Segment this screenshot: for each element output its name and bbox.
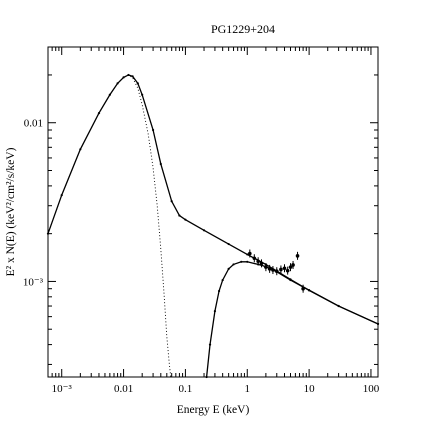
series-1-point-11: [151, 128, 155, 132]
series-3-point-8: [246, 260, 249, 263]
x-tick-label-2: 0.1: [179, 383, 193, 395]
data-point-2: [256, 259, 260, 264]
data-point-4: [264, 265, 268, 269]
series-1-line: [47, 74, 379, 325]
series-1-point-8: [131, 75, 134, 78]
series-1-point-18: [246, 253, 249, 256]
series-1-point-4: [108, 93, 111, 96]
series-1-point-9: [136, 82, 139, 85]
data-point-13: [295, 254, 300, 258]
chart-title: PG1229+204: [211, 22, 275, 36]
x-tick-label-3: 1: [245, 383, 251, 395]
series-3-point-14: [337, 304, 340, 308]
data-point-10: [285, 268, 290, 273]
data-point-6: [271, 268, 275, 272]
series-3-point-2: [213, 310, 217, 313]
series-1-point-16: [202, 229, 206, 232]
x-axis-label: Energy E (keV): [177, 404, 250, 416]
data-point-8: [279, 267, 283, 272]
data-point-11: [288, 265, 293, 269]
series-3-point-7: [240, 260, 243, 263]
series-1-point-15: [184, 218, 187, 221]
data-point-14: [301, 286, 305, 291]
series-3-point-3: [217, 289, 221, 293]
data-point-1: [252, 256, 257, 261]
data-point-5: [267, 267, 272, 271]
x-tick-label-0: 10⁻³: [52, 383, 73, 395]
series-1-point-6: [122, 76, 125, 79]
y-tick-label-1: 0.01: [24, 118, 43, 130]
series-3-point-4: [221, 278, 224, 282]
y-axis-label: E² x N(E) (keV²/cm²/s/keV): [5, 147, 17, 276]
series-1-point-10: [141, 93, 144, 96]
series-3-point-12: [289, 278, 292, 282]
series-4: [248, 249, 305, 293]
series-1-point-13: [170, 200, 173, 203]
series-1: [46, 73, 380, 326]
data-point-3: [259, 261, 264, 266]
y-tick-label-0: 10⁻³: [23, 276, 44, 288]
ticks-layer: 10⁻³ 0.01 0.1 1 10 100 10⁻³ 0.01: [23, 46, 380, 395]
series-3-point-5: [227, 267, 230, 270]
data-point-9: [282, 266, 287, 271]
series-3-line: [205, 261, 379, 378]
series-3-point-13: [308, 289, 311, 292]
x-tick-label-5: 100: [363, 383, 380, 395]
series-2: [47, 74, 172, 378]
series-3-point-6: [232, 263, 235, 266]
data-point-0: [248, 251, 252, 256]
x-tick-label-4: 10: [304, 383, 316, 395]
series-1-point-12: [159, 162, 162, 166]
series-1-point-17: [227, 242, 230, 246]
plot-frame: [47, 46, 379, 378]
series-3: [205, 260, 380, 379]
series-2-line: [47, 74, 172, 378]
series-1-point-14: [178, 214, 181, 217]
data-point-12: [291, 263, 295, 267]
data-point-7: [274, 269, 279, 274]
series-layer: [46, 73, 380, 379]
series-3-point-1: [208, 343, 212, 346]
x-tick-label-1: 0.01: [114, 383, 133, 395]
